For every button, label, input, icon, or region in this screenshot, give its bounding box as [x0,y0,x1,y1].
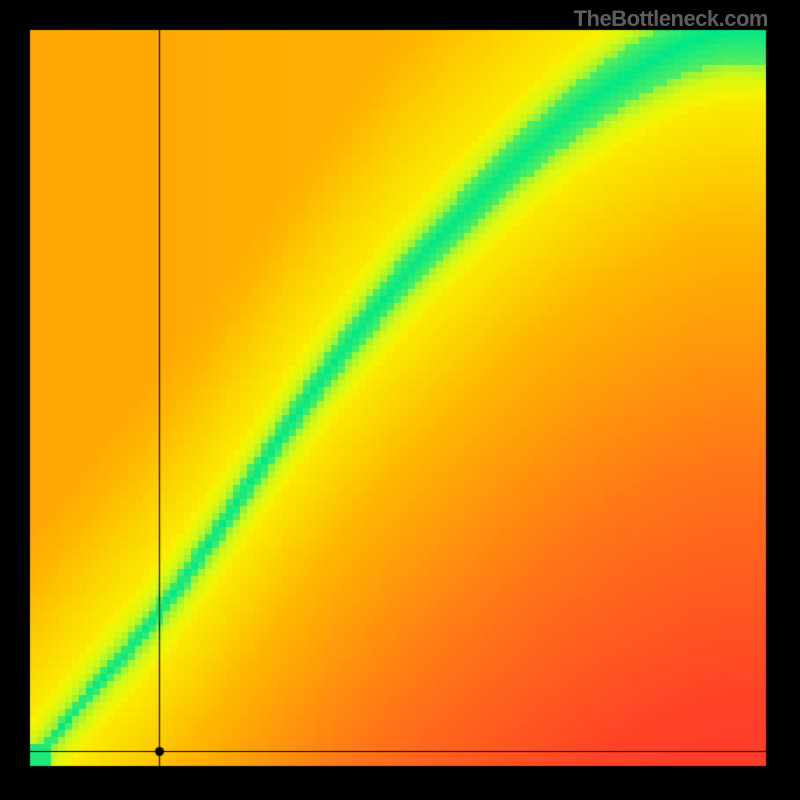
heatmap-container: TheBottleneck.com [0,0,800,800]
watermark-text: TheBottleneck.com [574,6,768,32]
bottleneck-heatmap [0,0,800,800]
